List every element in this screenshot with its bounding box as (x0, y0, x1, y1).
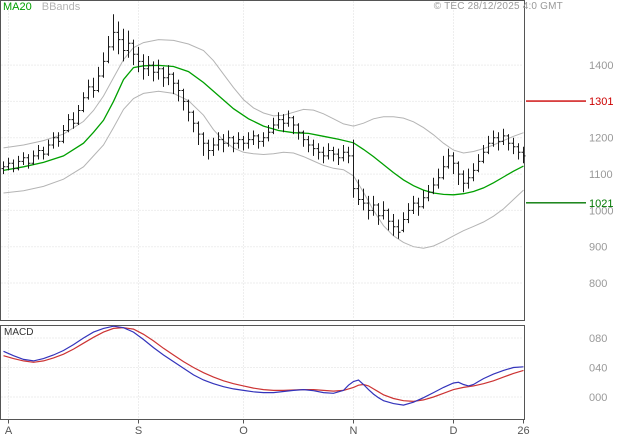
month-label: S (135, 425, 142, 437)
ohlc-bars (1, 14, 526, 239)
month-label: 26 (517, 425, 529, 437)
bollinger-upper-line (3, 39, 524, 154)
chart-legend: MA20 BBands (3, 1, 80, 13)
macd-panel-label: MACD (4, 327, 34, 338)
resistance-level-label: 1301 (589, 96, 613, 108)
month-label: O (239, 425, 248, 437)
copyright-text: © TEC 28/12/2025 4:0 GMT (433, 1, 563, 12)
macd-line (3, 325, 524, 406)
support-level-label: 1021 (589, 198, 613, 210)
legend-ma20: MA20 (3, 1, 32, 13)
price-axis-label: 1200 (589, 133, 613, 145)
bollinger-lower-line (3, 90, 524, 249)
macd-axis-label: 080 (589, 333, 607, 345)
month-label: A (5, 425, 13, 437)
price-axis-label: 1400 (589, 60, 613, 72)
macd-axis-label: 000 (589, 392, 607, 404)
price-axis-label: 1100 (589, 169, 613, 181)
month-label: D (450, 425, 458, 437)
price-panel (0, 0, 525, 321)
legend-bbands: BBands (41, 1, 81, 13)
macd-axis-label: 040 (589, 363, 607, 375)
macd-panel (0, 325, 525, 420)
price-axis-label: 800 (589, 278, 607, 290)
month-label: N (350, 425, 358, 437)
price-axis-label: 900 (589, 242, 607, 254)
price-axis-label: 1000 (589, 205, 613, 217)
macd-signal-line (3, 327, 524, 403)
ma20-line (3, 64, 524, 196)
